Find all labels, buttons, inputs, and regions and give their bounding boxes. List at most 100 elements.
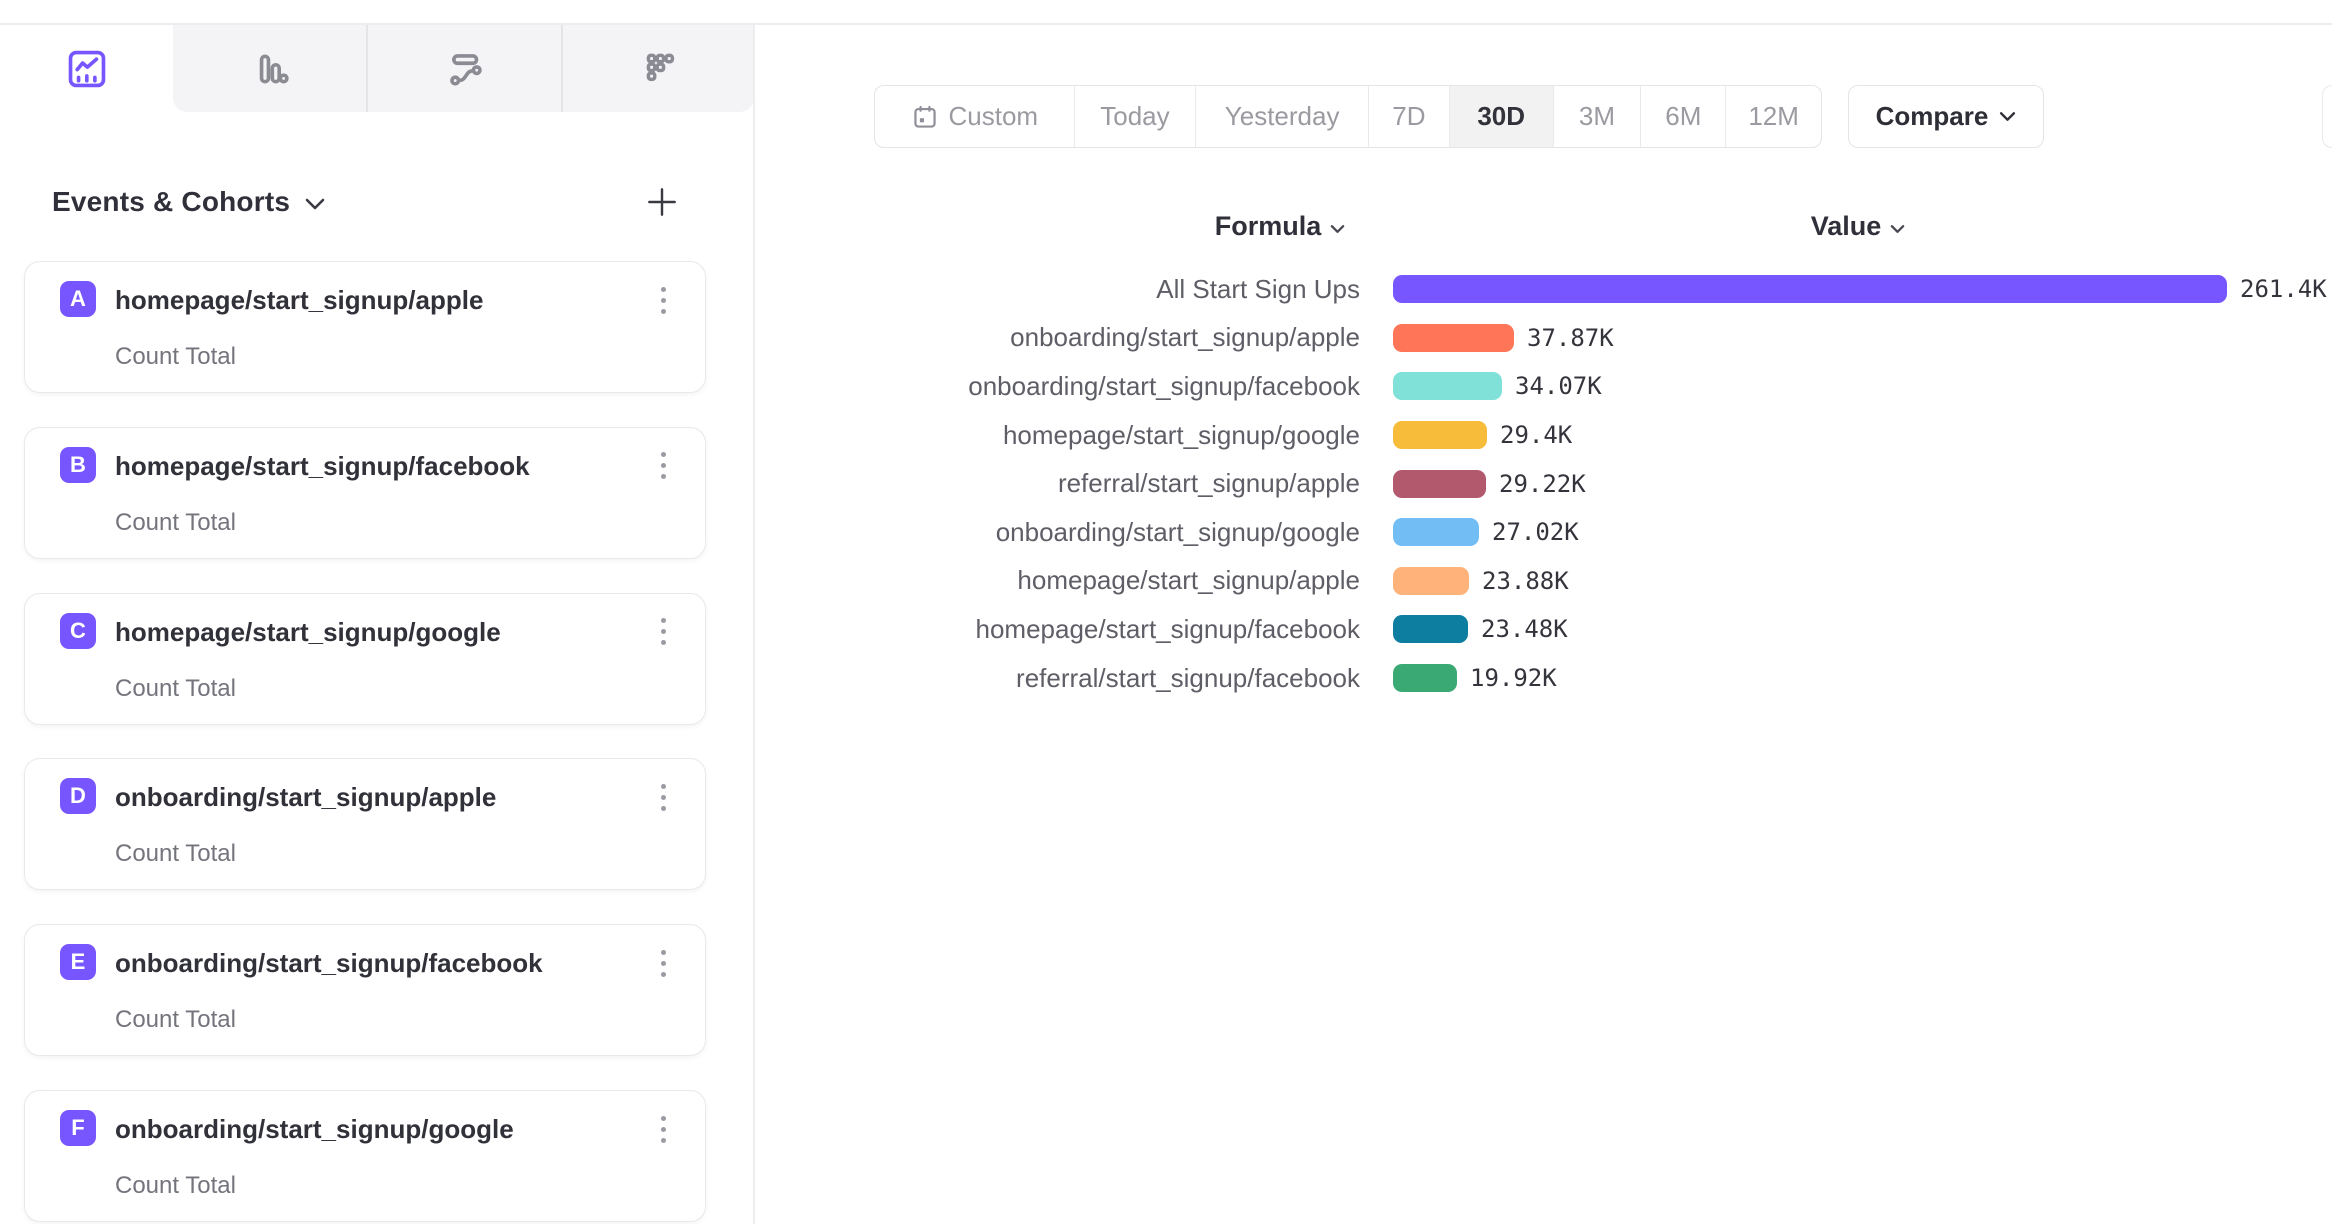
event-letter-badge: C bbox=[60, 612, 96, 649]
bar-label: onboarding/start_signup/facebook bbox=[968, 370, 1360, 401]
bar[interactable] bbox=[1393, 323, 1514, 352]
bar[interactable] bbox=[1393, 664, 1457, 693]
chevron-down-icon bbox=[2000, 112, 2016, 121]
date-range-label: Today bbox=[1100, 101, 1170, 131]
date-range-12m[interactable]: 12M bbox=[1725, 86, 1821, 147]
date-range-custom[interactable]: Custom bbox=[875, 86, 1074, 147]
kebab-menu-icon bbox=[660, 618, 666, 624]
line-chart-icon bbox=[68, 50, 105, 87]
tab-separator bbox=[561, 25, 563, 112]
value-column-label: Value bbox=[1810, 211, 1882, 241]
bar[interactable] bbox=[1393, 566, 1469, 595]
event-card[interactable]: E onboarding/start_signup/facebook Count… bbox=[24, 924, 706, 1057]
kebab-menu-icon bbox=[660, 783, 666, 789]
event-card[interactable]: B homepage/start_signup/facebook Count T… bbox=[24, 426, 706, 559]
kebab-menu-icon bbox=[660, 286, 666, 292]
bar-value: 19.92K bbox=[1470, 664, 1557, 693]
event-measurement: Count Total bbox=[115, 840, 236, 868]
event-name: homepage/start_signup/apple bbox=[115, 285, 484, 315]
date-range-label: 7D bbox=[1392, 101, 1426, 131]
bar-value: 29.4K bbox=[1500, 421, 1573, 450]
event-letter-badge: F bbox=[60, 1110, 96, 1146]
bar-label: homepage/start_signup/apple bbox=[1017, 565, 1360, 596]
bar-label: All Start Sign Ups bbox=[1156, 273, 1360, 304]
tab-separator bbox=[366, 25, 368, 112]
events-cohorts-header[interactable]: Events & Cohorts bbox=[52, 180, 326, 224]
tab-retention[interactable] bbox=[562, 25, 754, 112]
date-range-label: Yesterday bbox=[1224, 101, 1340, 131]
bar[interactable] bbox=[1393, 518, 1479, 547]
clipped-toolbar-button[interactable] bbox=[2322, 85, 2332, 148]
date-range-30d[interactable]: 30D bbox=[1448, 86, 1553, 147]
event-card[interactable]: A homepage/start_signup/apple Count Tota… bbox=[24, 261, 706, 393]
event-card[interactable]: C homepage/start_signup/google Count Tot… bbox=[24, 592, 706, 725]
events-cohorts-title: Events & Cohorts bbox=[52, 186, 291, 217]
bar-value: 34.07K bbox=[1515, 372, 1602, 401]
kebab-menu-icon bbox=[660, 1115, 666, 1121]
chart-row: referral/start_signup/facebook 19.92K bbox=[800, 654, 2327, 703]
bar[interactable] bbox=[1393, 421, 1487, 450]
chart-row: referral/start_signup/apple 29.22K bbox=[800, 459, 2327, 508]
date-range-6m[interactable]: 6M bbox=[1640, 86, 1725, 147]
event-card[interactable]: F onboarding/start_signup/google Count T… bbox=[24, 1090, 706, 1222]
date-range-7d[interactable]: 7D bbox=[1367, 86, 1449, 147]
date-range-today[interactable]: Today bbox=[1073, 86, 1196, 147]
bar[interactable] bbox=[1393, 469, 1486, 498]
calendar-icon bbox=[913, 105, 936, 128]
kebab-menu-button[interactable] bbox=[645, 774, 681, 820]
kebab-menu-button[interactable] bbox=[645, 1106, 681, 1152]
tab-flows[interactable] bbox=[367, 25, 562, 112]
chevron-down-icon bbox=[1890, 224, 1905, 233]
event-name: onboarding/start_signup/google bbox=[115, 1114, 514, 1144]
bar[interactable] bbox=[1393, 372, 1502, 401]
kebab-menu-button[interactable] bbox=[645, 940, 681, 986]
bar-label: homepage/start_signup/facebook bbox=[975, 613, 1361, 644]
chart-row: All Start Sign Ups 261.4K bbox=[800, 265, 2327, 314]
date-range-label: Custom bbox=[948, 101, 1039, 131]
event-letter-badge: E bbox=[60, 944, 96, 981]
event-measurement: Count Total bbox=[115, 508, 236, 536]
value-column-header[interactable]: Value bbox=[1708, 211, 2008, 242]
bar-chart: All Start Sign Ups 261.4K onboarding/sta… bbox=[800, 265, 2327, 703]
bar[interactable] bbox=[1393, 275, 2227, 304]
chart-row: onboarding/start_signup/google 27.02K bbox=[800, 508, 2327, 557]
bar-label: onboarding/start_signup/apple bbox=[1010, 322, 1360, 353]
kebab-menu-button[interactable] bbox=[645, 609, 681, 655]
sidebar-divider bbox=[753, 25, 755, 1224]
bar-chart-icon bbox=[259, 54, 289, 83]
event-name: homepage/start_signup/google bbox=[115, 616, 501, 647]
date-range-label: 3M bbox=[1578, 101, 1616, 131]
kebab-menu-icon bbox=[660, 949, 666, 955]
compare-button[interactable]: Compare bbox=[1848, 85, 2044, 148]
bar-label: homepage/start_signup/google bbox=[1002, 419, 1360, 450]
date-range-selector: Custom Today Yesterday 7D 30D 3M 6M 12M bbox=[874, 85, 1822, 148]
bar[interactable] bbox=[1393, 615, 1468, 644]
event-letter-badge: D bbox=[60, 778, 96, 815]
chart-row: homepage/start_signup/facebook 23.48K bbox=[800, 605, 2327, 654]
add-event-button[interactable] bbox=[640, 180, 684, 224]
bar-value: 27.02K bbox=[1492, 518, 1579, 547]
formula-column-header[interactable]: Formula bbox=[1130, 211, 1430, 242]
event-letter-badge: B bbox=[60, 446, 96, 483]
bar-value: 29.22K bbox=[1499, 469, 1586, 498]
tab-insights[interactable] bbox=[0, 25, 173, 112]
chart-row: homepage/start_signup/google 29.4K bbox=[800, 411, 2327, 460]
event-card[interactable]: D onboarding/start_signup/apple Count To… bbox=[24, 758, 706, 891]
kebab-menu-button[interactable] bbox=[645, 443, 681, 489]
date-range-yesterday[interactable]: Yesterday bbox=[1195, 86, 1368, 147]
date-range-3m[interactable]: 3M bbox=[1552, 86, 1641, 147]
chevron-down-icon[interactable] bbox=[304, 197, 326, 211]
event-letter-badge: A bbox=[60, 281, 96, 317]
event-name: homepage/start_signup/facebook bbox=[115, 450, 530, 481]
date-range-label: 30D bbox=[1477, 101, 1526, 131]
date-range-label: 6M bbox=[1665, 101, 1702, 131]
event-measurement: Count Total bbox=[115, 674, 236, 702]
compare-label: Compare bbox=[1875, 101, 1989, 131]
date-range-label: 12M bbox=[1748, 101, 1799, 131]
bar-value: 23.48K bbox=[1481, 615, 1568, 644]
tab-funnels[interactable] bbox=[173, 25, 367, 112]
bar-value: 23.88K bbox=[1482, 566, 1569, 595]
kebab-menu-button[interactable] bbox=[645, 277, 681, 323]
bar-value: 37.87K bbox=[1527, 323, 1614, 352]
bar-value: 261.4K bbox=[2240, 275, 2327, 304]
